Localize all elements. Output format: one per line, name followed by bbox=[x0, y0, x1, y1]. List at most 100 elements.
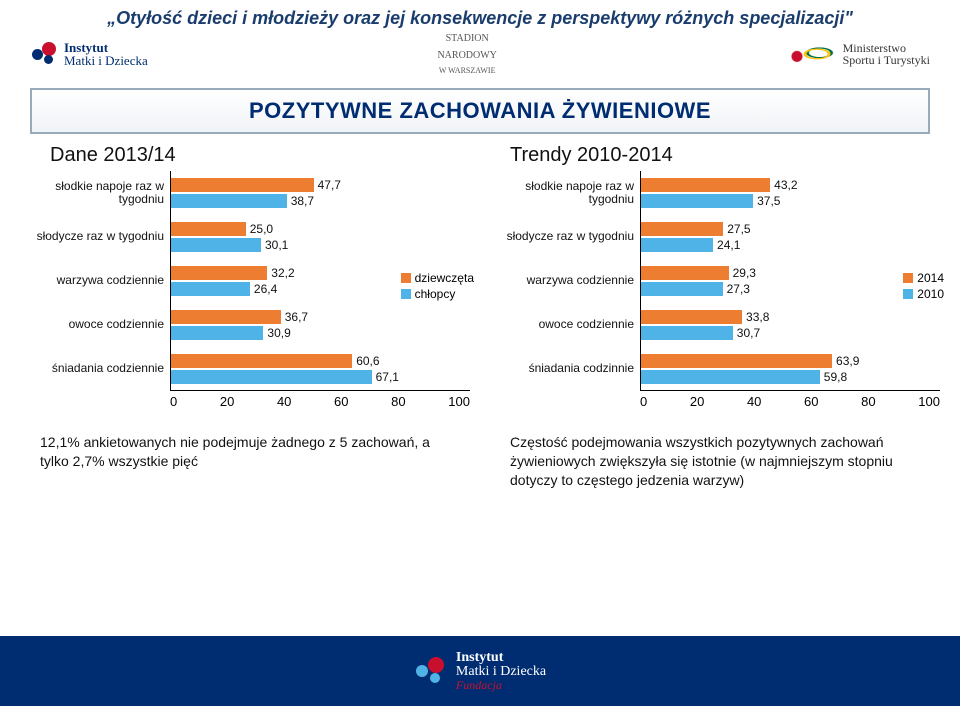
chart-bar: 30,9 bbox=[171, 326, 263, 340]
chart-category-label: słodkie napoje raz w tygodniu bbox=[20, 171, 170, 215]
chart-bar: 30,7 bbox=[641, 326, 733, 340]
chart-bar: 25,0 bbox=[171, 222, 246, 236]
chart-bar-value: 25,0 bbox=[246, 222, 273, 236]
chart-bar: 59,8 bbox=[641, 370, 820, 384]
chart-bar: 30,1 bbox=[171, 238, 261, 252]
page-footer: Instytut Matki i Dziecka Fundacja bbox=[0, 636, 960, 706]
chart-xtick: 60 bbox=[334, 394, 348, 409]
chart-bar-value: 33,8 bbox=[742, 310, 769, 324]
chart-bar: 37,5 bbox=[641, 194, 753, 208]
chart-bar-value: 24,1 bbox=[713, 238, 740, 252]
chart-bar: 33,8 bbox=[641, 310, 742, 324]
logo-ministerstwo-icon bbox=[787, 42, 837, 66]
chart-bar: 32,2 bbox=[171, 266, 267, 280]
charts-row: słodkie napoje raz w tygodniusłodycze ra… bbox=[0, 171, 960, 409]
legend-swatch bbox=[903, 289, 913, 299]
chart-bar: 27,3 bbox=[641, 282, 723, 296]
chart-bar-value: 37,5 bbox=[753, 194, 780, 208]
chart-category-label: śniadania codziennie bbox=[20, 347, 170, 391]
chart-bar-value: 26,4 bbox=[250, 282, 277, 296]
chart-category-label: owoce codziennie bbox=[20, 303, 170, 347]
chart-category-label: słodycze raz w tygodniu bbox=[490, 215, 640, 259]
legend-item: dziewczęta bbox=[401, 271, 474, 285]
chart-xtick: 60 bbox=[804, 394, 818, 409]
chart-left-legend: dziewczęta chłopcy bbox=[401, 271, 474, 303]
chart-bar-value: 67,1 bbox=[372, 370, 399, 384]
footer-logo-icon bbox=[414, 657, 446, 685]
chart-bar-value: 36,7 bbox=[281, 310, 308, 324]
legend-item: 2014 bbox=[903, 271, 944, 285]
chart-bar-value: 60,6 bbox=[352, 354, 379, 368]
page-title: „Otyłość dzieci i młodzieży oraz jej kon… bbox=[0, 0, 960, 33]
logo-stadion-line3: W WARSZAWIE bbox=[439, 67, 496, 76]
legend-label: chłopcy bbox=[415, 287, 456, 301]
logo-instytut-icon bbox=[30, 42, 58, 66]
chart-xtick: 0 bbox=[640, 394, 647, 409]
chart-xtick: 40 bbox=[277, 394, 291, 409]
legend-label: 2014 bbox=[917, 271, 944, 285]
chart-xtick: 0 bbox=[170, 394, 177, 409]
logo-stadion-line1: STADION bbox=[446, 33, 489, 44]
chart-bar-value: 27,5 bbox=[723, 222, 750, 236]
chart-bar: 38,7 bbox=[171, 194, 287, 208]
footer-logo-text: Instytut Matki i Dziecka Fundacja bbox=[456, 651, 546, 691]
chart-bar-value: 30,9 bbox=[263, 326, 290, 340]
logo-ministerstwo-text: MinisterstwoSportu i Turystyki bbox=[843, 42, 930, 66]
chart-category-label: warzywa codziennie bbox=[20, 259, 170, 303]
chart-xtick: 40 bbox=[747, 394, 761, 409]
chart-xtick: 20 bbox=[690, 394, 704, 409]
chart-category-label: śniadania codzinnie bbox=[490, 347, 640, 391]
chart-bar: 63,9 bbox=[641, 354, 832, 368]
chart-category-label: warzywa codziennie bbox=[490, 259, 640, 303]
note-left: 12,1% ankietowanych nie podejmuje żadneg… bbox=[40, 433, 450, 490]
chart-right: słodkie napoje raz w tygodniusłodycze ra… bbox=[490, 171, 940, 409]
left-chart-title: Dane 2013/14 bbox=[50, 144, 450, 167]
chart-bar-value: 43,2 bbox=[770, 178, 797, 192]
note-right: Częstość podejmowania wszystkich pozytyw… bbox=[510, 433, 920, 490]
section-banner: POZYTYWNE ZACHOWANIA ŻYWIENIOWE bbox=[30, 88, 930, 134]
chart-left: słodkie napoje raz w tygodniusłodycze ra… bbox=[20, 171, 470, 409]
logo-instytut: InstytutMatki i Dziecka bbox=[30, 41, 148, 67]
chart-bar-value: 32,2 bbox=[267, 266, 294, 280]
chart-category-label: słodycze raz w tygodniu bbox=[20, 215, 170, 259]
chart-xtick: 80 bbox=[391, 394, 405, 409]
logo-stadion: STADION NARODOWY W WARSZAWIE bbox=[437, 33, 496, 76]
legend-label: dziewczęta bbox=[415, 271, 474, 285]
chart-subtitles: Dane 2013/14 Trendy 2010-2014 bbox=[0, 144, 960, 171]
chart-bar: 24,1 bbox=[641, 238, 713, 252]
chart-bar: 43,2 bbox=[641, 178, 770, 192]
legend-item: 2010 bbox=[903, 287, 944, 301]
chart-bar-value: 47,7 bbox=[314, 178, 341, 192]
chart-bar: 36,7 bbox=[171, 310, 281, 324]
logo-ministerstwo: MinisterstwoSportu i Turystyki bbox=[787, 42, 930, 66]
chart-bar-value: 27,3 bbox=[723, 282, 750, 296]
chart-xtick: 20 bbox=[220, 394, 234, 409]
chart-bar: 67,1 bbox=[171, 370, 372, 384]
chart-bar-value: 30,7 bbox=[733, 326, 760, 340]
logo-instytut-text: InstytutMatki i Dziecka bbox=[64, 41, 148, 67]
legend-swatch bbox=[401, 273, 411, 283]
legend-swatch bbox=[401, 289, 411, 299]
chart-bar-value: 59,8 bbox=[820, 370, 847, 384]
chart-xtick: 100 bbox=[918, 394, 940, 409]
right-chart-title: Trendy 2010-2014 bbox=[450, 144, 910, 167]
legend-label: 2010 bbox=[917, 287, 944, 301]
chart-bar-value: 38,7 bbox=[287, 194, 314, 208]
chart-left-xaxis: 0 20 40 60 80 100 bbox=[170, 391, 470, 409]
chart-right-legend: 2014 2010 bbox=[903, 271, 944, 303]
chart-bar: 29,3 bbox=[641, 266, 729, 280]
chart-bar-value: 30,1 bbox=[261, 238, 288, 252]
chart-right-xaxis: 0 20 40 60 80 100 bbox=[640, 391, 940, 409]
logo-stadion-line2: NARODOWY bbox=[437, 50, 496, 61]
chart-bar-value: 63,9 bbox=[832, 354, 859, 368]
chart-bar: 26,4 bbox=[171, 282, 250, 296]
legend-swatch bbox=[903, 273, 913, 283]
chart-bar-value: 29,3 bbox=[729, 266, 756, 280]
chart-bar: 27,5 bbox=[641, 222, 723, 236]
legend-item: chłopcy bbox=[401, 287, 474, 301]
notes-row: 12,1% ankietowanych nie podejmuje żadneg… bbox=[0, 409, 960, 490]
chart-xtick: 80 bbox=[861, 394, 875, 409]
logo-row: InstytutMatki i Dziecka STADION NARODOWY… bbox=[0, 33, 960, 84]
chart-category-label: słodkie napoje raz w tygodniu bbox=[490, 171, 640, 215]
chart-xtick: 100 bbox=[448, 394, 470, 409]
